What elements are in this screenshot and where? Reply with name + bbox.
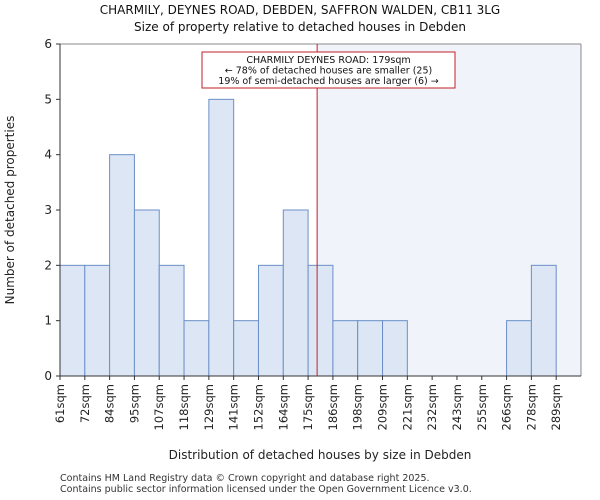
footer-line-2: Contains public sector information licen… <box>60 484 472 495</box>
bar-107sqm <box>158 264 185 377</box>
x-tick-label: 278sqm <box>524 384 538 430</box>
annotation-box <box>201 51 456 89</box>
x-tick-label: 221sqm <box>400 384 414 430</box>
x-tick-label: 186sqm <box>326 384 340 430</box>
bar-278sqm <box>530 264 557 377</box>
x-tick-label: 72sqm <box>78 384 92 423</box>
bar-129sqm <box>208 98 235 377</box>
bar-186sqm <box>332 320 359 377</box>
bar-95sqm <box>133 209 160 377</box>
x-tick-label: 255sqm <box>475 384 489 430</box>
y-tick-label: 5 <box>44 92 52 106</box>
x-tick-label: 232sqm <box>425 384 439 430</box>
bar-72sqm <box>84 264 111 377</box>
bar-198sqm <box>357 320 384 377</box>
y-tick-label: 3 <box>44 203 52 217</box>
bar-61sqm <box>59 264 86 377</box>
x-tick-label: 243sqm <box>450 384 464 430</box>
x-tick-label: 107sqm <box>152 384 166 430</box>
x-tick-label: 198sqm <box>351 384 365 430</box>
chart-title: CHARMILY, DEYNES ROAD, DEBDEN, SAFFRON W… <box>99 3 501 17</box>
annotation-line-1: CHARMILY DEYNES ROAD: 179sqm <box>246 55 410 66</box>
x-tick-label: 129sqm <box>202 384 216 430</box>
bar-175sqm <box>307 264 334 377</box>
annotation-line-3: 19% of semi-detached houses are larger (… <box>218 76 438 87</box>
x-tick-label: 209sqm <box>376 384 390 430</box>
bar-152sqm <box>257 264 284 377</box>
chart-subtitle: Size of property relative to detached ho… <box>134 20 466 34</box>
x-tick-label: 289sqm <box>549 384 563 430</box>
annotation-line-2: ← 78% of detached houses are smaller (25… <box>225 66 432 77</box>
bar-209sqm <box>382 320 408 377</box>
y-tick-label: 6 <box>44 37 52 51</box>
y-tick-label: 0 <box>44 369 52 383</box>
bar-141sqm <box>233 320 259 377</box>
y-tick-label: 1 <box>44 314 52 328</box>
bar-266sqm <box>506 320 532 377</box>
x-tick-label: 141sqm <box>227 384 241 430</box>
y-tick-label: 2 <box>44 258 52 272</box>
y-axis-label: Number of detached properties <box>3 116 17 305</box>
bar-164sqm <box>282 209 309 377</box>
x-tick-label: 95sqm <box>127 384 141 423</box>
x-axis-label: Distribution of detached houses by size … <box>169 448 472 462</box>
y-tick-label: 4 <box>44 148 52 162</box>
x-tick-label: 152sqm <box>251 384 265 430</box>
bar-118sqm <box>183 320 210 377</box>
footer-line-1: Contains HM Land Registry data © Crown c… <box>60 473 430 484</box>
x-tick-label: 164sqm <box>276 384 290 430</box>
x-tick-label: 118sqm <box>177 384 191 430</box>
x-tick-label: 61sqm <box>53 384 67 423</box>
x-tick-label: 266sqm <box>500 384 514 430</box>
x-tick-label: 175sqm <box>301 384 315 430</box>
x-tick-label: 84sqm <box>103 384 117 423</box>
bar-84sqm <box>109 154 135 377</box>
